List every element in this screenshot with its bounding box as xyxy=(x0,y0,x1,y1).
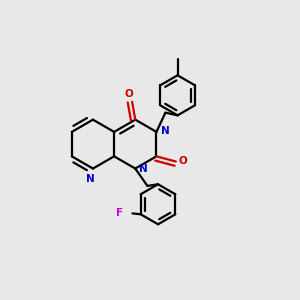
Text: N: N xyxy=(85,174,94,184)
Text: O: O xyxy=(179,156,188,166)
Text: N: N xyxy=(140,164,148,174)
Text: F: F xyxy=(116,208,124,218)
Text: O: O xyxy=(125,89,134,99)
Text: N: N xyxy=(161,126,170,136)
